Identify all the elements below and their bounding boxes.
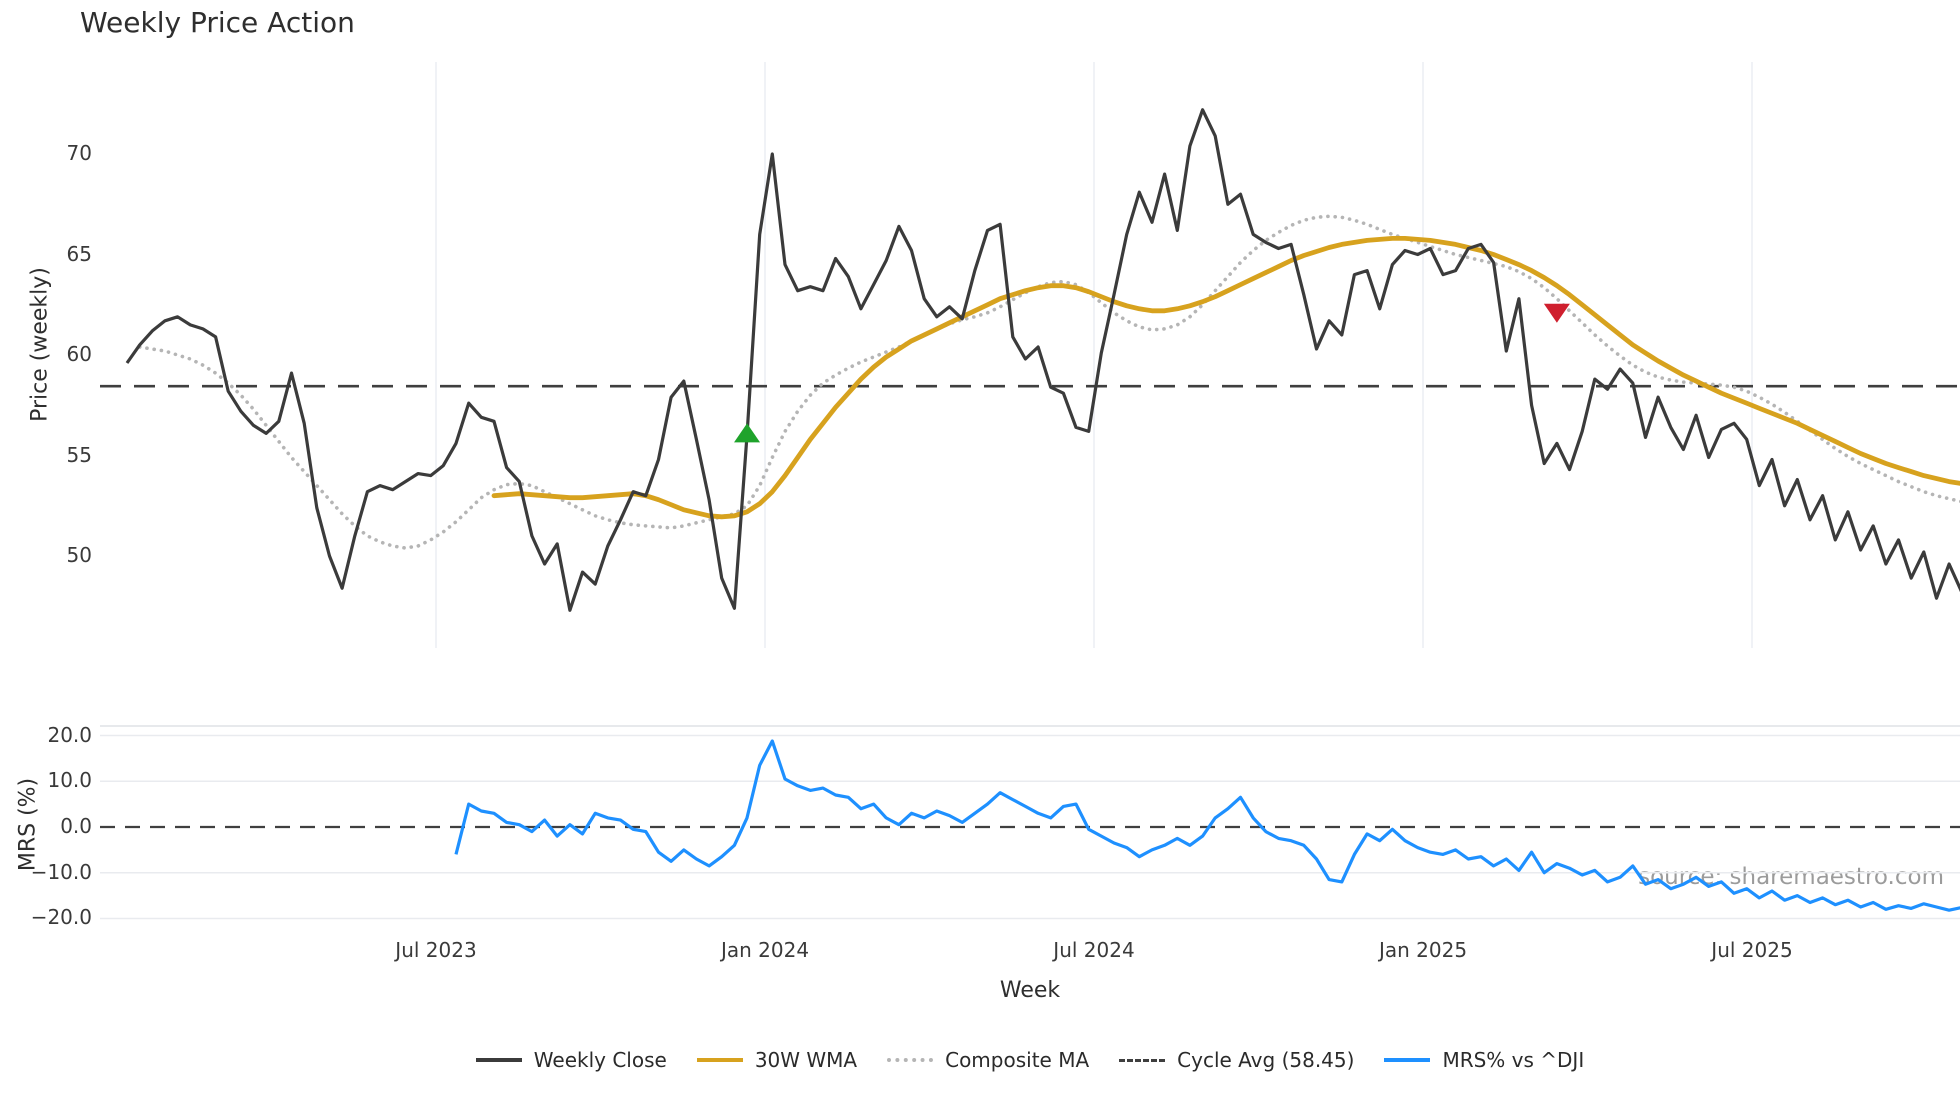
weekly-close-line — [125, 108, 1960, 612]
mrs-line — [454, 739, 1960, 912]
composite-ma-line — [137, 214, 1960, 550]
sell-signal-marker — [1543, 303, 1570, 323]
buy-signal-marker — [734, 423, 761, 443]
wma-30w-line — [491, 235, 1960, 520]
source-watermark: source: sharemaestro.com — [1638, 864, 1944, 890]
